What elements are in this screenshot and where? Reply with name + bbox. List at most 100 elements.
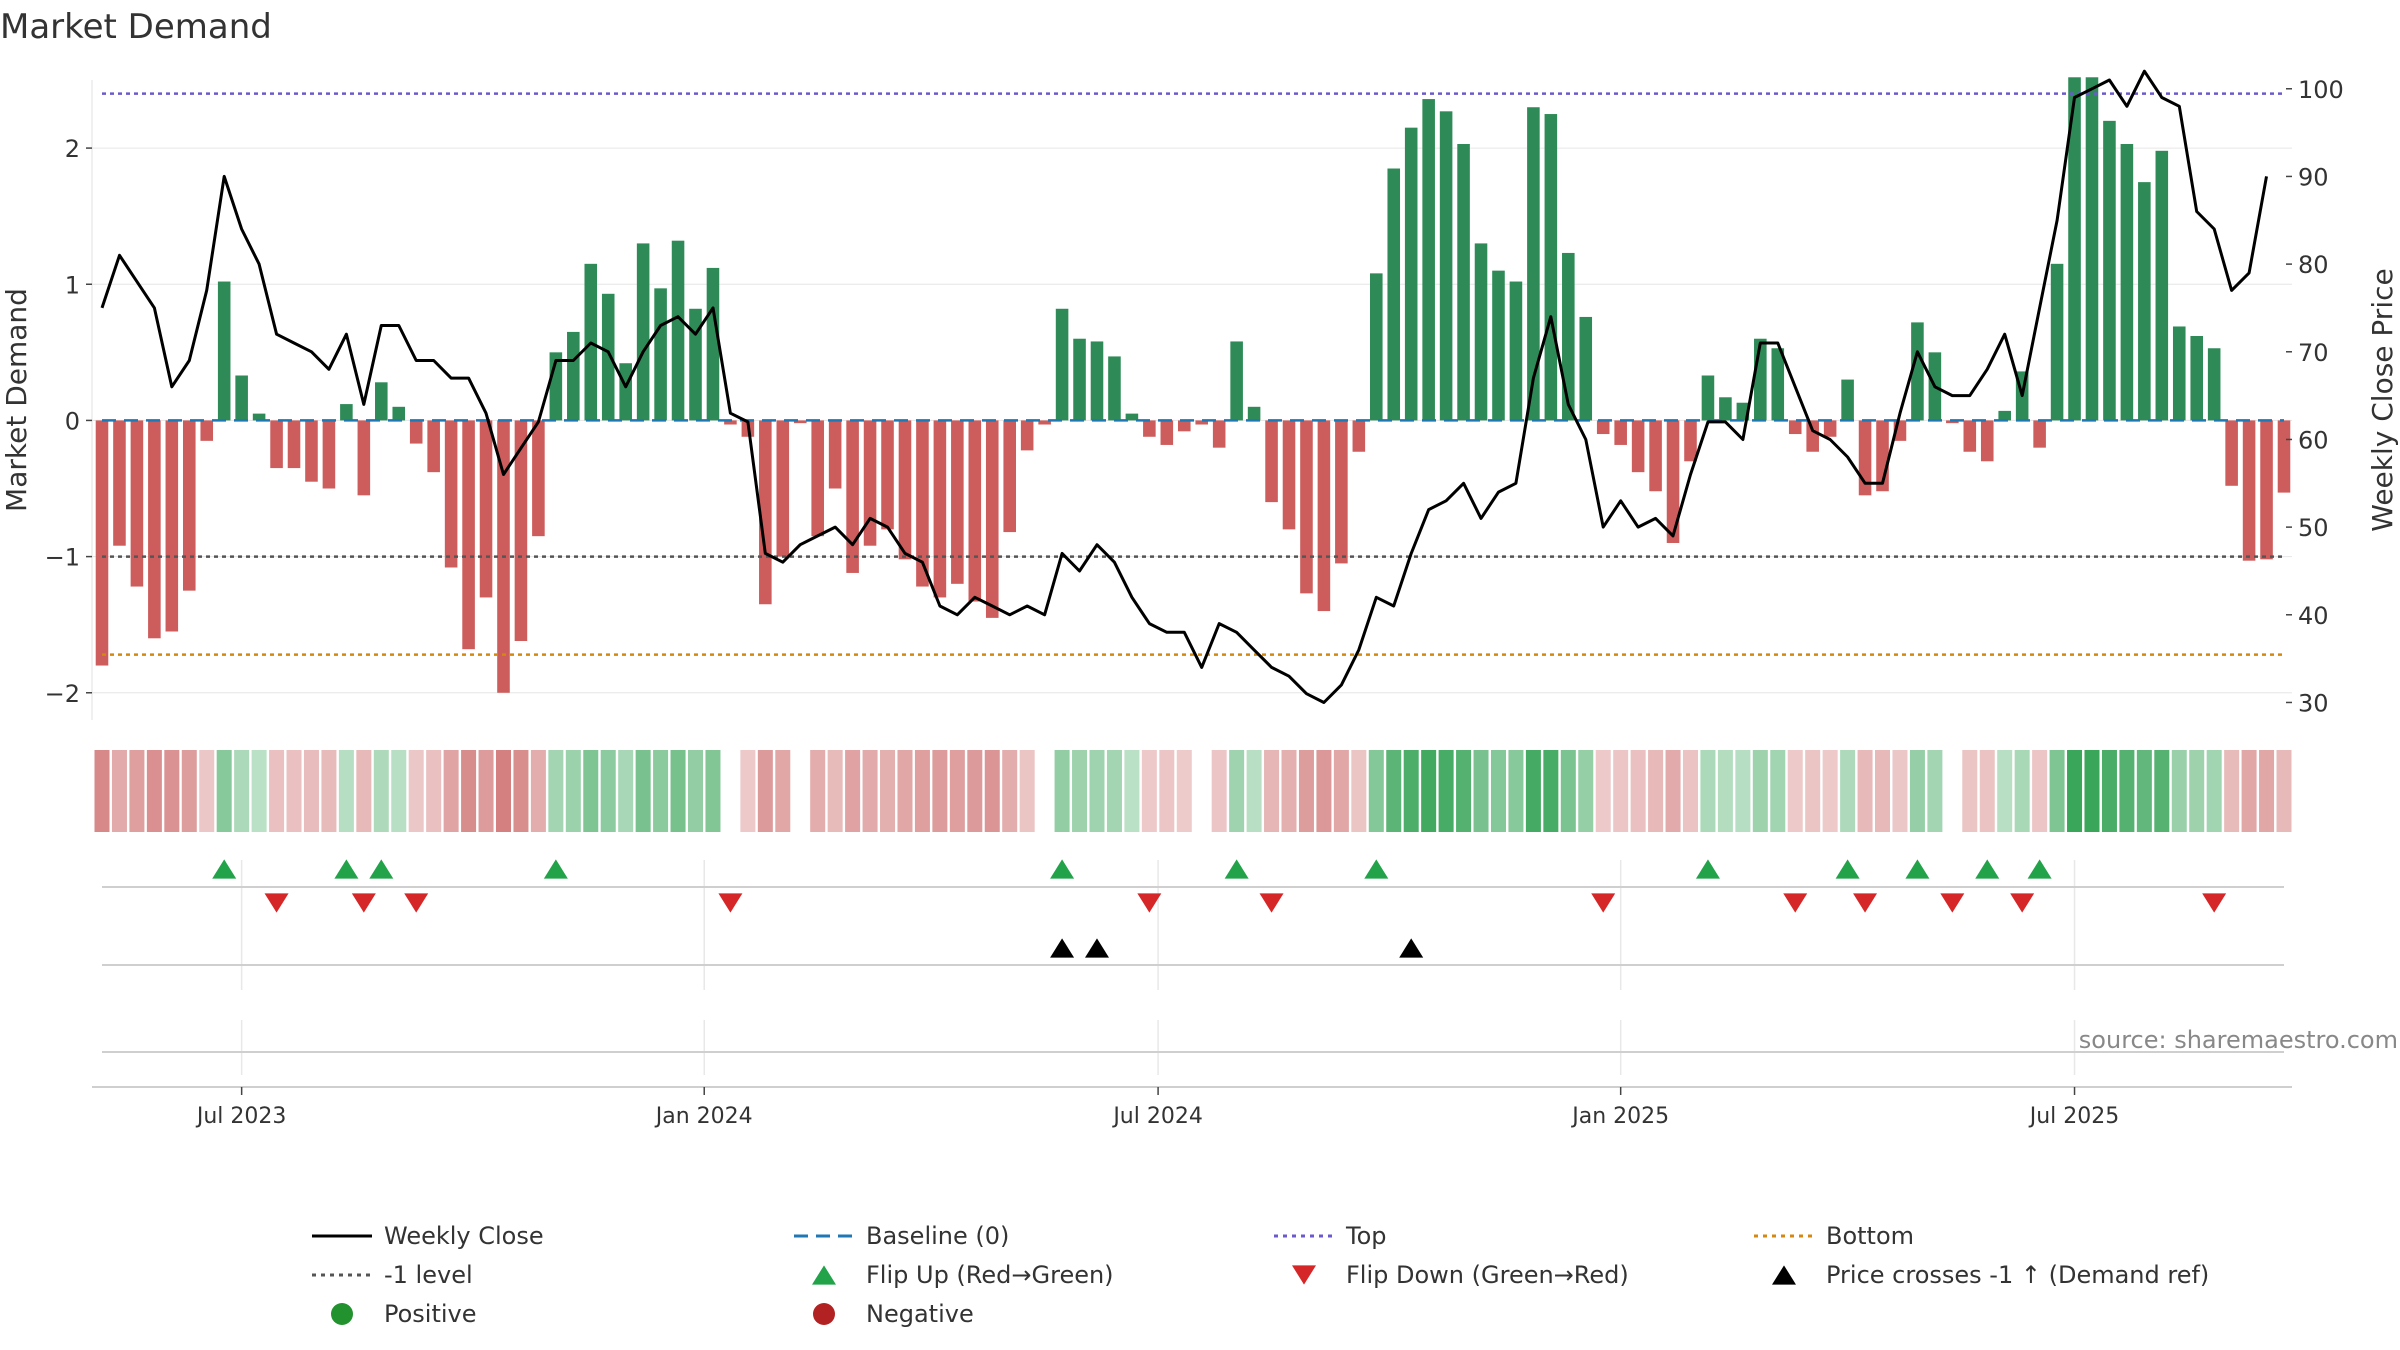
demand-bar-negative — [1177, 420, 1191, 432]
demand-bar-positive — [235, 375, 248, 421]
heat-cell — [1770, 750, 1786, 832]
price-cross-marker — [1399, 938, 1424, 958]
heat-cell — [1264, 750, 1280, 832]
demand-bar-positive — [1387, 168, 1401, 421]
heat-cell — [1543, 750, 1559, 832]
legend-item-bottom: Bottom — [1754, 1222, 1914, 1250]
left-axis-ticks: 2 1 0 −1 −2 — [45, 135, 92, 708]
flip-down-marker — [1783, 893, 1808, 913]
demand-bar-negative — [1020, 420, 1034, 451]
left-tick-label: −1 — [45, 544, 80, 572]
heat-cell — [1072, 750, 1088, 832]
heat-cell — [2241, 750, 2257, 832]
chart-title: Market Demand — [0, 7, 272, 47]
demand-bar-negative — [1684, 420, 1697, 462]
demand-bar-negative — [148, 420, 161, 639]
heat-cell — [583, 750, 599, 832]
demand-bar-positive — [2155, 150, 2169, 421]
demand-bar-negative — [1946, 420, 1959, 424]
heat-cell — [600, 750, 616, 832]
demand-bar-positive — [654, 288, 667, 421]
flip-up-marker — [543, 859, 568, 879]
reference-lines — [102, 92, 2284, 656]
heat-cell — [1473, 750, 1489, 832]
heat-cell — [2067, 750, 2083, 832]
source-note: source: sharemaestro.com — [2079, 1026, 2398, 1054]
heat-cell — [687, 750, 704, 832]
demand-bar-positive — [1719, 397, 1732, 421]
legend-label: Negative — [866, 1300, 974, 1328]
demand-bar-negative — [182, 420, 196, 591]
heat-cell — [2154, 750, 2170, 832]
demand-bar-positive — [636, 243, 650, 421]
demand-bar-negative — [759, 420, 772, 605]
demand-bar-negative — [724, 420, 737, 425]
heat-cell — [234, 750, 250, 832]
flip-down-marker — [1137, 893, 1162, 913]
heat-cell — [2049, 750, 2065, 832]
heat-cell — [391, 750, 407, 832]
demand-bar-positive — [375, 382, 388, 421]
heat-cell — [1368, 750, 1384, 832]
heat-cell — [426, 750, 442, 832]
heat-cell — [338, 750, 354, 832]
demand-bar-positive — [1439, 111, 1453, 421]
demand-bar-negative — [2277, 420, 2291, 493]
heat-cell — [1525, 750, 1541, 832]
price-cross-marker — [1084, 938, 1109, 958]
heat-cell — [373, 750, 389, 832]
demand-bar-negative — [985, 420, 999, 618]
demand-bar-positive — [1370, 273, 1383, 421]
legend-swatch — [813, 1303, 835, 1325]
legend-label: Flip Down (Green→Red) — [1346, 1261, 1629, 1289]
left-tick-label: 0 — [65, 407, 80, 435]
demand-bar-positive — [340, 404, 353, 421]
heat-cell — [1875, 750, 1891, 832]
left-axis-label: Market Demand — [0, 288, 33, 512]
demand-bar-negative — [1823, 420, 1837, 437]
heat-cell — [1229, 750, 1245, 832]
legend-swatch — [1772, 1265, 1796, 1285]
heat-cell — [618, 750, 634, 832]
heat-cell — [1805, 750, 1821, 832]
heat-cell — [670, 750, 686, 832]
heat-cell — [914, 750, 930, 832]
demand-bar-positive — [217, 281, 231, 421]
heat-cell — [967, 750, 983, 832]
demand-bar-positive — [1247, 406, 1261, 421]
demand-bar-negative — [1143, 420, 1156, 437]
heat-cell — [1578, 750, 1594, 832]
time-axis-ticks: Jul 2023 Jan 2024 Jul 2024 Jan 2025 Jul 2025 — [195, 1087, 2119, 1129]
heat-cell — [129, 750, 145, 832]
heat-cell — [2224, 750, 2240, 832]
flip-up-marker — [1975, 859, 2000, 879]
demand-bar-positive — [1055, 308, 1069, 421]
left-tick-label: −2 — [45, 680, 80, 708]
heat-cell — [2276, 750, 2292, 832]
flip-up-marker — [212, 859, 237, 879]
demand-bar-negative — [514, 420, 528, 642]
heat-cell — [2119, 750, 2135, 832]
flip-up-marker — [369, 859, 394, 879]
heat-cell — [269, 750, 285, 832]
heat-cell — [251, 750, 267, 832]
demand-bar-negative — [968, 420, 982, 602]
heat-cell — [897, 750, 913, 832]
flip-up-marker — [1364, 859, 1389, 879]
flip-down-marker — [2202, 893, 2227, 913]
flip-down-marker — [351, 893, 376, 913]
demand-bar-negative — [95, 420, 109, 666]
heat-cell — [653, 750, 669, 832]
heat-cell — [2101, 750, 2117, 832]
right-tick-label: 30 — [2298, 689, 2329, 717]
flip-down-marker — [718, 893, 743, 913]
demand-bar-negative — [479, 420, 493, 598]
demand-bar-positive — [1125, 413, 1139, 421]
demand-bar-negative — [2225, 420, 2238, 486]
demand-bar-negative — [444, 420, 458, 568]
demand-bar-negative — [1788, 420, 1802, 435]
demand-bar-negative — [1282, 420, 1296, 530]
heat-cell — [1613, 750, 1629, 832]
demand-bar-negative — [1649, 420, 1662, 492]
demand-bar-positive — [1492, 270, 1505, 421]
